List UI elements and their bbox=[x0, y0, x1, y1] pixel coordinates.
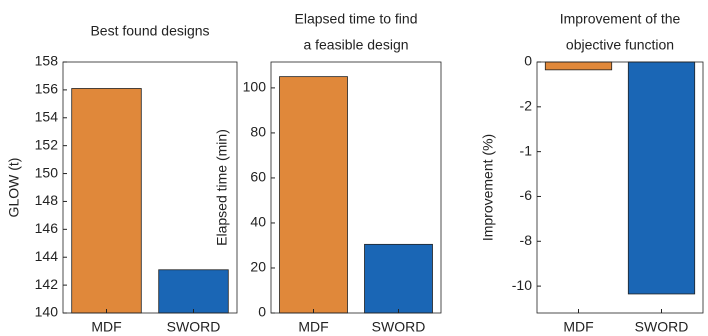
bar bbox=[627, 61, 696, 295]
y-tick-label: 60 bbox=[250, 169, 266, 185]
axes-box bbox=[270, 61, 442, 314]
x-tick-label: MDF bbox=[298, 319, 328, 335]
y-tick-label: 80 bbox=[250, 124, 266, 140]
bar bbox=[71, 88, 142, 314]
y-tick-label: 156 bbox=[35, 81, 59, 97]
y-tick-label: 0 bbox=[258, 304, 266, 320]
y-axis-label: GLOW (t) bbox=[6, 158, 22, 218]
chart-title: Best found designs bbox=[90, 23, 209, 39]
bar bbox=[158, 269, 229, 314]
y-tick-label: -2 bbox=[520, 98, 533, 114]
bar bbox=[364, 243, 433, 314]
axes-box bbox=[536, 61, 704, 314]
x-tick-label: SWORD bbox=[372, 319, 426, 335]
y-axis-label: Improvement (%) bbox=[480, 134, 496, 241]
chart-title: Improvement of the bbox=[560, 11, 681, 27]
bar bbox=[544, 61, 613, 71]
x-tick-label: MDF bbox=[563, 319, 593, 335]
y-tick-label: 40 bbox=[250, 214, 266, 230]
x-tick-label: SWORD bbox=[635, 319, 689, 335]
y-tick-label: -1 bbox=[520, 142, 533, 158]
x-tick-label: SWORD bbox=[167, 319, 221, 335]
y-tick-label: 158 bbox=[35, 53, 59, 69]
y-tick-label: 100 bbox=[243, 79, 267, 95]
y-tick-label: -10 bbox=[512, 277, 532, 293]
y-tick-label: 140 bbox=[35, 304, 59, 320]
axes-box bbox=[62, 61, 238, 314]
y-tick-label: 0 bbox=[524, 53, 532, 69]
chart-title: objective function bbox=[566, 37, 674, 53]
y-tick-label: 152 bbox=[35, 136, 59, 152]
y-tick-label: 146 bbox=[35, 220, 59, 236]
x-tick-label: MDF bbox=[91, 319, 121, 335]
bar bbox=[279, 76, 348, 314]
y-tick-label: -6 bbox=[520, 187, 533, 203]
y-tick-label: 154 bbox=[35, 108, 59, 124]
y-axis-label: Elapsed time (min) bbox=[214, 129, 230, 246]
y-tick-label: 20 bbox=[250, 259, 266, 275]
y-tick-label: 148 bbox=[35, 192, 59, 208]
y-tick-label: 144 bbox=[35, 248, 59, 264]
chart-title: a feasible design bbox=[303, 37, 408, 53]
y-tick-label: 142 bbox=[35, 276, 59, 292]
y-tick-label: 150 bbox=[35, 164, 59, 180]
y-tick-label: -8 bbox=[520, 232, 533, 248]
chart-title: Elapsed time to find bbox=[295, 11, 418, 27]
